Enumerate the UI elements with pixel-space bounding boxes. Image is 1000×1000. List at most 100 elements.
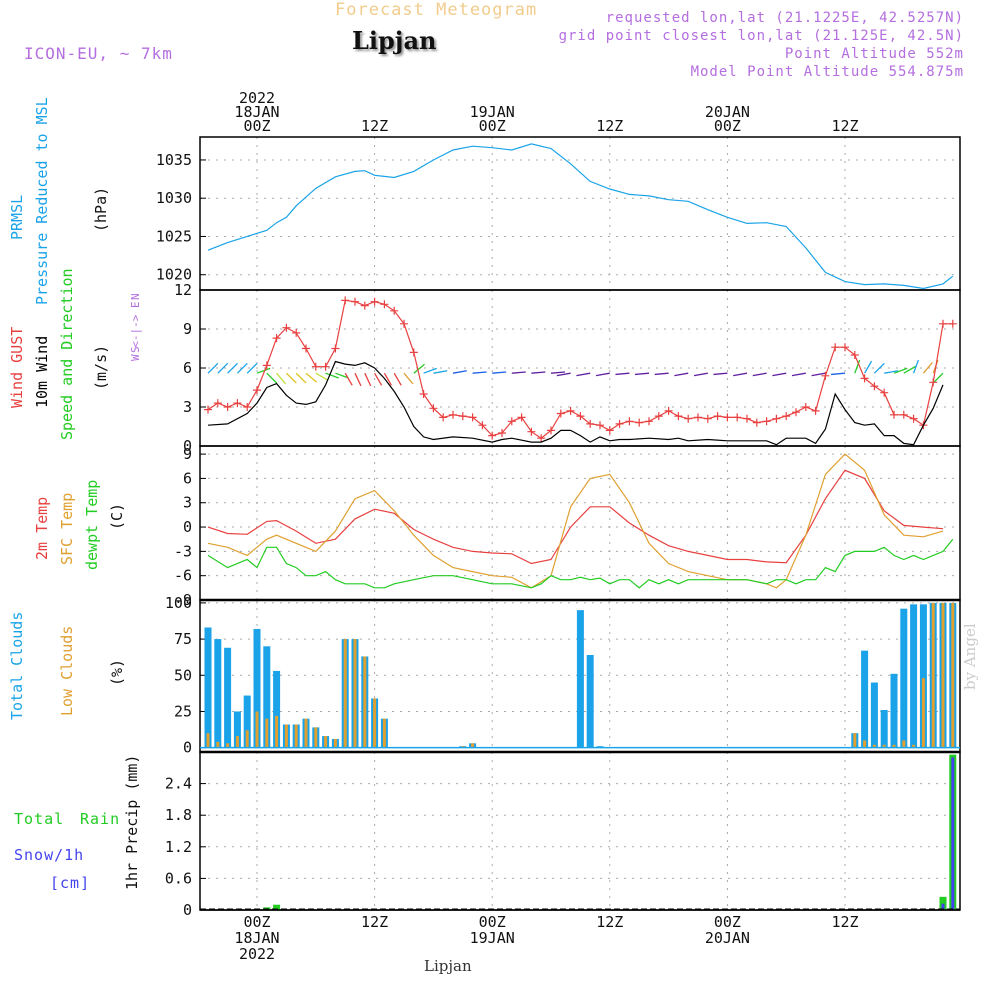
total-cloud-bar [273,670,281,748]
wind-direction-arrow [922,362,933,374]
gust-marker [341,296,350,305]
gust-marker [527,427,536,436]
gust-marker [360,301,369,310]
gust-marker [419,390,428,398]
clouds-ytick-label: 100 [165,594,192,612]
wind-direction-arrow [383,372,392,386]
bottom-time-label: 18JAN [234,929,279,947]
total-cloud-bar [233,711,241,748]
rain-bar [939,896,947,910]
gust-marker [282,323,291,332]
total-cloud-bar [910,604,918,748]
gust-marker [684,414,693,423]
top-time-label: 2022 [239,89,275,107]
pressure-unit: (hPa) [92,187,110,232]
total-cloud-bar [890,673,898,748]
low-cloud-bar [216,741,220,748]
bottom-time-label: 20JAN [705,929,750,947]
footer-location: Lipjan [424,957,472,975]
grid-lines [200,137,960,911]
low-cloud-bar [382,718,386,748]
gust-marker [468,413,477,422]
top-time-label: 12Z [831,117,858,135]
gust-marker [586,419,595,428]
low-cloud-bar [284,724,288,748]
low-cloud-bar [206,733,210,748]
gust-marker [429,404,438,413]
total-cloud-bar [263,646,271,748]
wind-direction-arrow [550,371,566,374]
temperature-ytick-label: -6 [174,567,192,585]
wind-direction-arrow [374,372,383,386]
total-cloud-bar [919,604,927,748]
wind-ytick-label: 6 [183,359,192,377]
wind-direction-arrow [403,372,414,385]
gust-marker [351,297,359,306]
gust-marker [390,306,399,315]
total-cloud-bar [880,710,888,748]
dewpoint-line [207,538,954,589]
top-time-label: 12Z [361,117,388,135]
wind-unit: (m/s) [92,345,110,390]
gust-marker [243,403,252,411]
gust-marker [488,431,497,440]
low-cloud-bar [863,740,867,748]
wind-ytick-label: 12 [174,281,192,299]
wind-speed-line [207,360,944,446]
pressure-ytick-label: 1035 [156,151,192,169]
wind-direction-arrow [531,371,546,374]
wind-direction-arrow [492,371,507,374]
gust-marker [752,418,761,427]
low-cloud-bar [872,744,876,748]
low-cloud-bar [226,743,230,748]
wind-direction-arrow [713,372,728,376]
gust-marker [929,378,938,387]
gust-marker [831,343,840,352]
gust-marker [458,412,467,421]
sfc-temp-line [207,453,944,589]
precip-panel-frame [199,751,961,911]
model-altitude: Model Point Altitude 554.875m [690,64,964,80]
pressure-label-prmsl: PRMSL [8,195,26,240]
low-cloud-bar [304,718,308,748]
gust-marker [762,417,771,426]
gust-marker [801,403,810,411]
gust-marker [782,412,791,421]
wind-direction-arrow [772,372,787,377]
gust-marker [694,413,702,422]
total-cloud-bar [576,610,584,748]
gust-marker [292,328,301,337]
compass-west-east: W <-|-> E [129,301,142,361]
bottom-time-label: 00Z [243,913,270,931]
wind-direction-arrow [864,360,873,374]
wind-direction-arrow [413,363,425,374]
wind-direction-arrow [595,372,610,377]
gust-marker [880,388,889,397]
wind-direction-arrow [227,362,238,374]
total-cloud-bar [900,608,908,748]
compass-north: N [129,293,142,300]
gust-marker [850,351,859,359]
gust-marker [262,361,271,370]
model-label: ICON-EU, ~ 7km [24,44,173,63]
temperature-ytick-label: -3 [174,542,192,560]
total-cloud-bar [586,655,594,748]
wind-direction-arrow [344,372,353,386]
gust-marker [811,406,820,415]
bottom-time-label: 00Z [479,913,506,931]
gust-marker [439,413,448,422]
total-cloud-bar [224,647,232,748]
clouds-ytick-label: 75 [174,630,192,648]
temperature-ytick-label: 6 [183,469,192,487]
snow-label: Snow/1h [14,846,84,864]
gust-marker [899,410,908,419]
total-cloud-bar [243,695,251,748]
temp2m-line [207,469,944,565]
gust-marker [625,417,634,426]
wind-direction-arrow [276,372,287,385]
wind-direction-arrow [472,371,487,374]
gust-marker [400,319,408,328]
wind-direction-arrow [556,372,571,377]
temp-unit: (C) [108,503,126,530]
gust-marker [664,406,673,415]
